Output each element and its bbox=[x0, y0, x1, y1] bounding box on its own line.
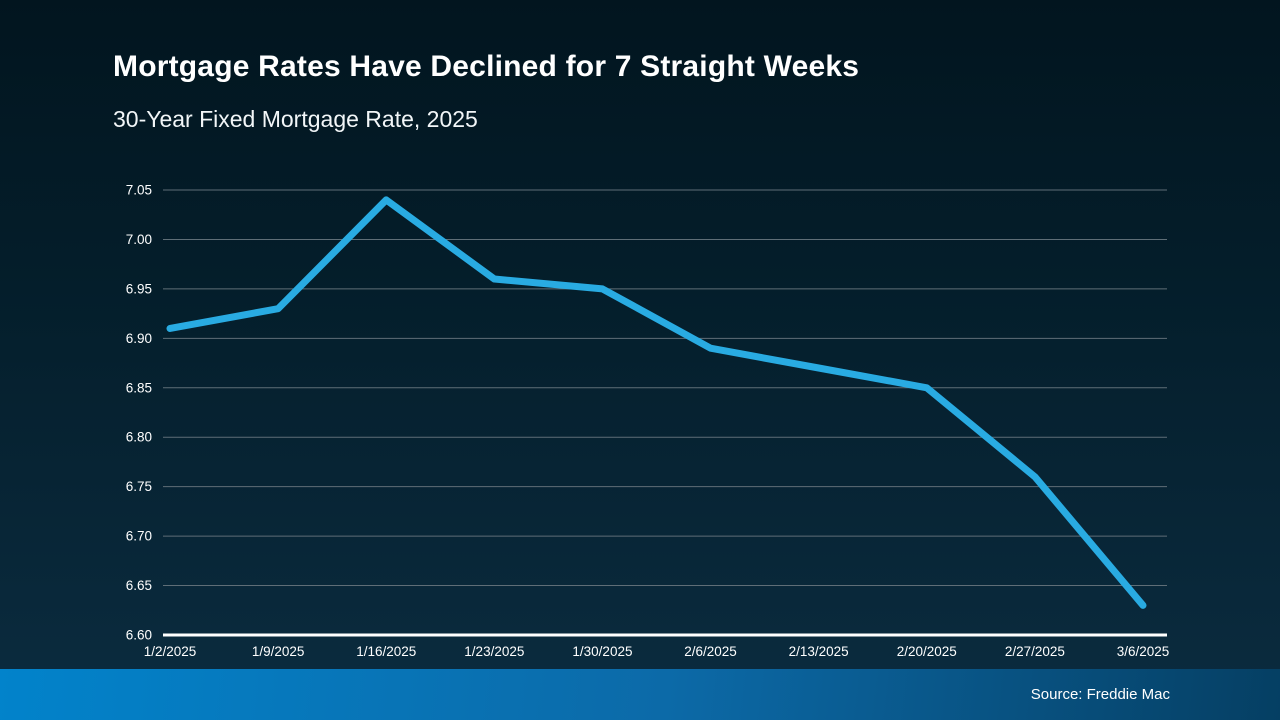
y-tick-label: 6.60 bbox=[126, 628, 152, 643]
x-tick-label: 3/6/2025 bbox=[1117, 644, 1170, 659]
x-tick-label: 1/2/2025 bbox=[144, 644, 197, 659]
source-credit: Source: Freddie Mac bbox=[1030, 686, 1170, 703]
line-chart: 7.05 7.00 6.95 6.90 6.85 6.80 6.75 6.70 6.65 6.60… bbox=[126, 183, 1170, 660]
x-tick-label: 2/20/2025 bbox=[897, 644, 957, 659]
y-tick-label: 6.90 bbox=[126, 331, 152, 346]
x-tick-label: 2/6/2025 bbox=[684, 644, 737, 659]
x-tick-label: 1/23/2025 bbox=[464, 644, 524, 659]
x-tick-label: 1/30/2025 bbox=[572, 644, 632, 659]
y-tick-label: 7.00 bbox=[126, 232, 152, 247]
chart-subtitle: 30-Year Fixed Mortgage Rate, 2025 bbox=[113, 106, 478, 132]
y-tick-label: 6.85 bbox=[126, 380, 152, 395]
x-tick-label: 1/9/2025 bbox=[252, 644, 305, 659]
y-tick-label: 6.70 bbox=[126, 529, 152, 544]
chart-title: Mortgage Rates Have Declined for 7 Strai… bbox=[113, 50, 860, 83]
footer-bar: Source: Freddie Mac bbox=[0, 669, 1280, 720]
y-tick-label: 6.80 bbox=[126, 430, 152, 445]
x-tick-label: 2/27/2025 bbox=[1005, 644, 1065, 659]
y-tick-label: 7.05 bbox=[126, 183, 152, 198]
y-tick-label: 6.65 bbox=[126, 578, 152, 593]
y-tick-label: 6.75 bbox=[126, 479, 152, 494]
rate-line bbox=[166, 196, 1147, 609]
x-tick-label: 2/13/2025 bbox=[789, 644, 849, 659]
x-tick-label: 1/16/2025 bbox=[356, 644, 416, 659]
y-tick-label: 6.95 bbox=[126, 281, 152, 296]
